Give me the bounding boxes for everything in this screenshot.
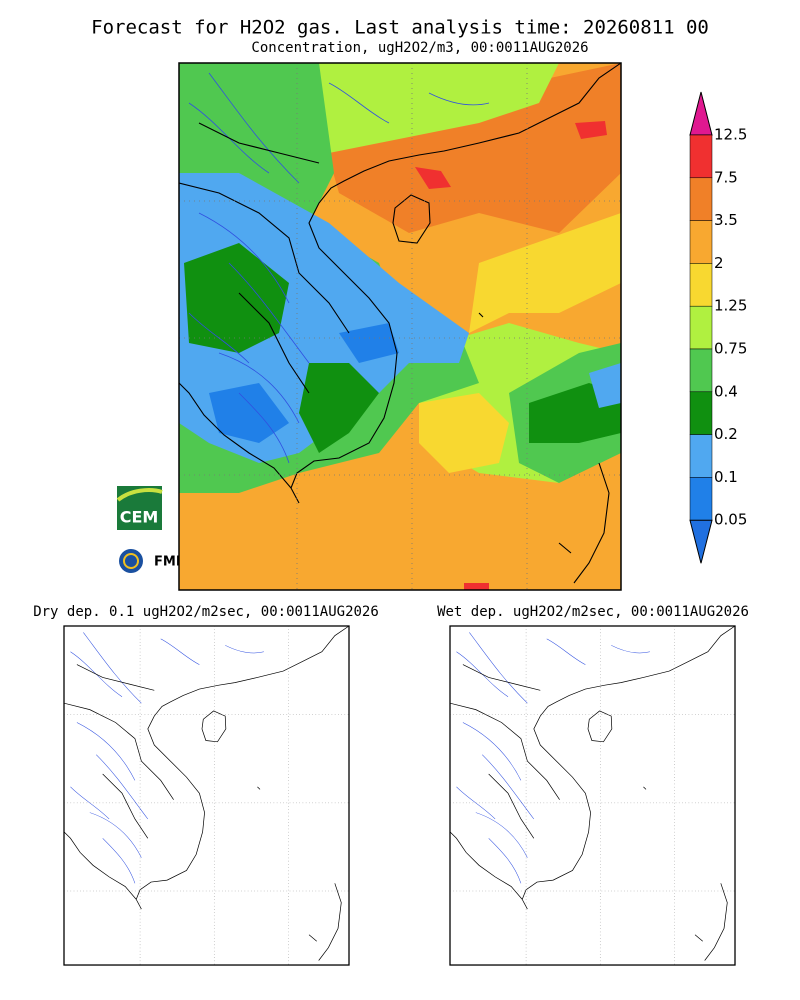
colorbar-arrow-bottom: [689, 519, 713, 564]
colorbar-band: [689, 263, 713, 307]
fmi-text: FMI: [154, 555, 181, 570]
wet-dep-title: Wet dep. ugH2O2/m2sec, 00:0011AUG2026: [437, 604, 749, 620]
colorbar-label: 2: [714, 254, 724, 272]
colorbar-band: [689, 348, 713, 393]
colorbar-label: 12.5: [714, 126, 747, 144]
colorbar-band: [689, 305, 713, 350]
title: Forecast for H2O2 gas. Last analysis tim…: [91, 17, 709, 39]
colorbar-label: 0.05: [714, 511, 747, 529]
colorbar-band: [689, 134, 713, 179]
colorbar-arrow-top: [689, 91, 713, 136]
colorbar-band: [689, 391, 713, 435]
colorbar-label: 3.5: [714, 211, 738, 229]
main-map: [178, 62, 622, 591]
subtitle: Concentration, ugH2O2/m3, 00:0011AUG2026: [251, 40, 588, 56]
cem-logo: CEM: [116, 486, 163, 530]
wet-dep-map: [449, 625, 736, 966]
colorbar-label: 0.2: [714, 425, 738, 443]
cem-text: CEM: [120, 508, 159, 527]
colorbar-label: 0.4: [714, 382, 738, 400]
colorbar-band: [689, 177, 713, 221]
colorbar-band: [689, 477, 713, 521]
colorbar-label: 0.1: [714, 468, 738, 486]
colorbar: 12.5 7.5 3.5 2 1.25 0.75 0.4 0.2 0.1 0.05: [689, 91, 747, 564]
colorbar-label: 1.25: [714, 297, 747, 315]
dry-dep-map: [63, 625, 350, 966]
dry-dep-title: Dry dep. 0.1 ugH2O2/m2sec, 00:0011AUG202…: [33, 604, 379, 620]
fmi-logo: FMI: [119, 549, 181, 573]
colorbar-label: 7.5: [714, 168, 738, 186]
colorbar-label: 0.75: [714, 340, 747, 358]
colorbar-band: [689, 434, 713, 478]
colorbar-band: [689, 220, 713, 264]
